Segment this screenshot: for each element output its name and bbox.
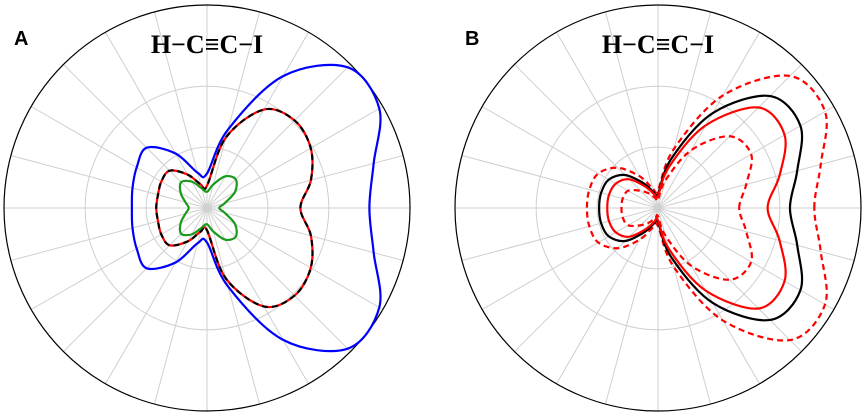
spoke <box>657 207 835 310</box>
grid-circle <box>535 85 781 331</box>
curve <box>598 94 804 322</box>
spoke <box>657 207 712 405</box>
spoke <box>604 207 659 405</box>
spoke <box>556 31 659 209</box>
spoke <box>153 11 208 209</box>
spoke <box>153 207 208 405</box>
curve <box>130 63 382 353</box>
curve <box>606 106 787 310</box>
spoke <box>206 207 351 352</box>
spoke <box>514 207 659 352</box>
spoke <box>30 106 208 209</box>
spoke <box>556 207 659 385</box>
curve <box>585 74 828 342</box>
panel-label: A <box>14 28 28 50</box>
spoke <box>657 11 712 209</box>
spoke <box>461 154 659 209</box>
curve <box>155 107 314 309</box>
chart-title: H−C≡C−I <box>151 30 263 59</box>
spoke <box>657 31 760 209</box>
spoke <box>604 11 659 209</box>
spoke <box>105 207 208 385</box>
spoke <box>206 207 261 405</box>
grid-circle <box>596 146 720 270</box>
outer-circle <box>3 4 411 412</box>
spoke <box>10 207 208 262</box>
spoke <box>657 106 835 209</box>
spoke <box>206 64 351 209</box>
spoke <box>10 154 208 209</box>
spoke <box>206 31 309 209</box>
spoke <box>63 64 208 209</box>
grid-circle <box>84 85 330 331</box>
spoke <box>657 207 855 262</box>
spoke <box>206 11 261 209</box>
spoke <box>30 207 208 310</box>
curve <box>620 135 753 281</box>
spoke <box>657 207 760 385</box>
grid-circle <box>145 146 269 270</box>
panel-label: B <box>465 28 479 50</box>
spoke <box>105 31 208 209</box>
spoke <box>63 207 208 352</box>
spoke <box>206 207 404 262</box>
spoke <box>206 154 404 209</box>
spoke <box>461 207 659 262</box>
spoke <box>514 64 659 209</box>
curve <box>178 174 238 242</box>
outer-circle <box>454 4 862 412</box>
spoke <box>657 207 802 352</box>
spoke <box>206 207 309 385</box>
chart-title: H−C≡C−I <box>602 30 714 59</box>
